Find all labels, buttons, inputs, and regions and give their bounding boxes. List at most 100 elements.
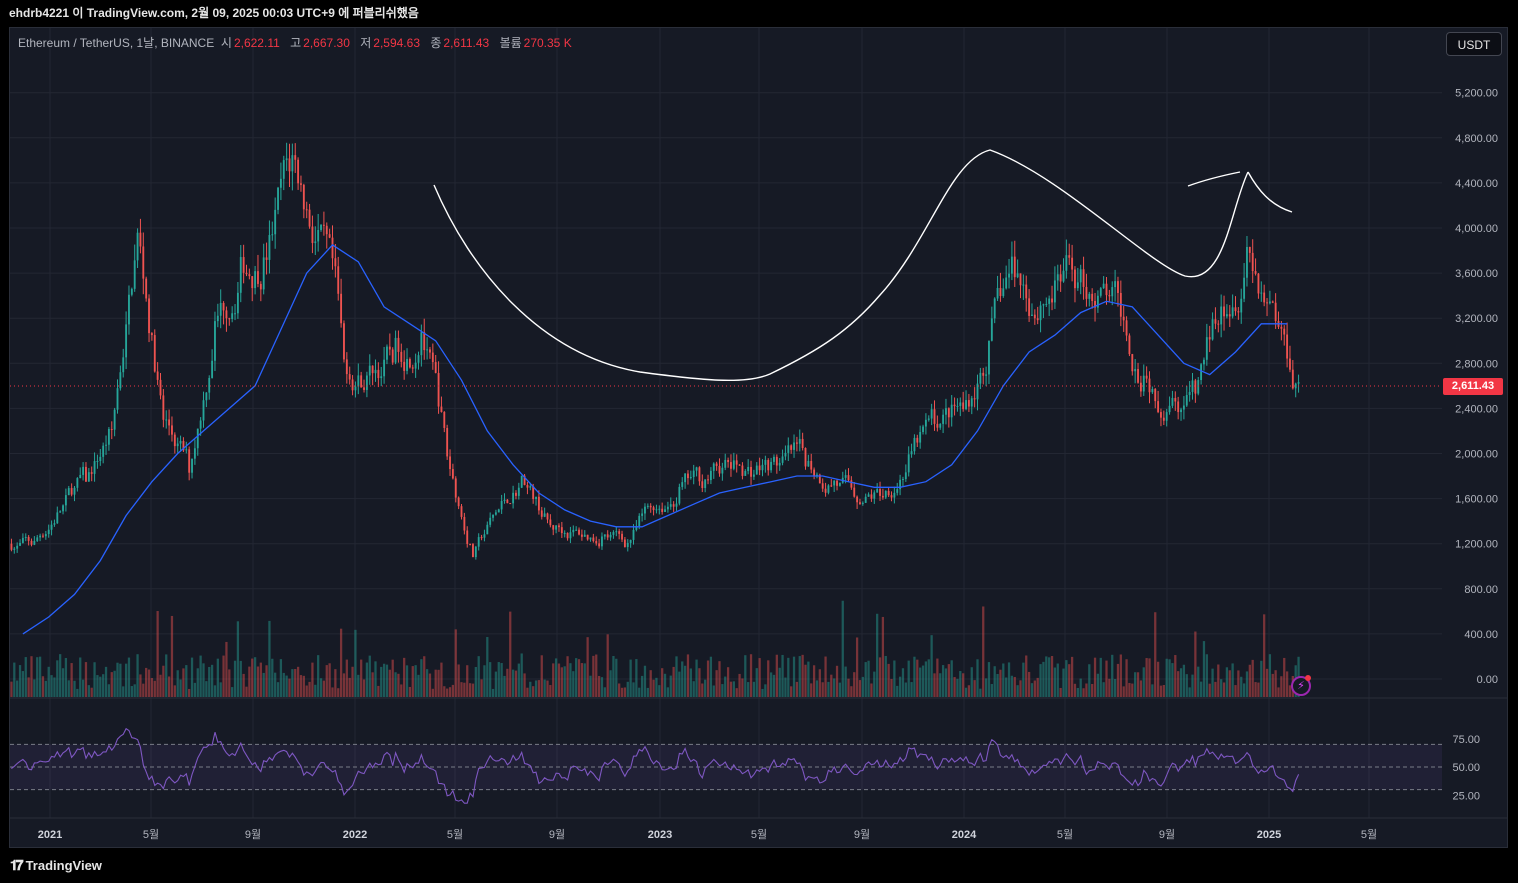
- volume-bar: [572, 671, 575, 697]
- candle-body: [242, 257, 245, 273]
- candle-body: [1122, 316, 1125, 321]
- volume-bar: [661, 668, 664, 697]
- volume-bar: [534, 680, 538, 697]
- volume-bar: [781, 654, 784, 697]
- volume-bar: [354, 629, 357, 697]
- candle-body: [727, 459, 730, 463]
- candle-body: [1096, 295, 1099, 308]
- volume-bar: [18, 665, 22, 697]
- currency-button[interactable]: USDT: [1446, 32, 1502, 56]
- candle-body: [494, 512, 497, 515]
- lightning-icon[interactable]: ⚡: [1291, 676, 1311, 696]
- volume-bar: [618, 683, 621, 697]
- volume-bar: [833, 678, 836, 697]
- candle-body: [371, 365, 374, 374]
- volume-bar: [119, 663, 122, 697]
- candle-body: [715, 463, 718, 466]
- candle-body: [33, 540, 36, 545]
- candle-body: [635, 526, 638, 530]
- volume-bar: [1182, 664, 1186, 697]
- candle-body: [818, 474, 821, 484]
- candle-body: [687, 473, 689, 479]
- volume-bar: [1211, 668, 1214, 697]
- candle-body: [589, 537, 592, 540]
- candle-body: [609, 534, 612, 538]
- candle-body: [107, 429, 110, 445]
- candle-body: [320, 224, 322, 230]
- rsi-axis: 75.00 50.00 25.00: [1452, 734, 1480, 803]
- candle-body: [383, 359, 386, 377]
- volume-bar: [1151, 684, 1154, 697]
- candle-body: [440, 406, 443, 413]
- rsi-line: [11, 727, 1300, 804]
- candle-body: [1283, 328, 1286, 335]
- grid-lines: [9, 28, 1508, 819]
- candle-body: [159, 379, 162, 396]
- volume-bar: [170, 615, 174, 697]
- volume-bar: [967, 685, 971, 697]
- volume-bar: [1030, 683, 1034, 697]
- candle-body: [1254, 271, 1257, 274]
- candle-body: [801, 438, 804, 449]
- brand-logo[interactable]: 𝟏𝟕 TradingView: [10, 857, 102, 874]
- volume-bar: [1237, 670, 1240, 697]
- volume-bar: [853, 672, 856, 697]
- candle-body: [583, 534, 586, 537]
- volume-bar: [526, 687, 529, 697]
- volume-bar: [1096, 673, 1100, 697]
- candle-body: [1079, 269, 1082, 283]
- volume-bar: [374, 661, 377, 697]
- volume-bar: [741, 678, 744, 697]
- volume-bar: [921, 665, 925, 697]
- candle-body: [363, 387, 365, 390]
- volume-bar: [451, 684, 455, 697]
- candle-body: [936, 423, 939, 428]
- candle-body: [718, 465, 721, 474]
- volume-bar: [532, 686, 535, 697]
- volume-bar: [41, 676, 45, 697]
- volume-bar: [835, 665, 839, 697]
- volume-bar: [1288, 685, 1292, 697]
- price-axis-label: 800.00: [1464, 584, 1498, 596]
- volume-bar: [701, 683, 704, 697]
- candle-body: [689, 477, 692, 479]
- candle-body: [546, 513, 549, 520]
- candle-body: [721, 467, 724, 474]
- volume-bar: [933, 673, 936, 697]
- drawing-curves: [433, 149, 1293, 382]
- candle-body: [257, 271, 259, 284]
- volume-bar: [480, 679, 483, 697]
- price-axis-label: 3,600.00: [1455, 268, 1498, 280]
- volume-bar: [752, 681, 756, 697]
- candle-body: [761, 464, 764, 471]
- candle-body: [1074, 269, 1076, 289]
- candle-body: [1137, 368, 1139, 383]
- volume-bar: [735, 688, 738, 697]
- volume-bar: [632, 682, 635, 697]
- volume-bar: [982, 606, 985, 697]
- volume-bar: [841, 600, 844, 697]
- candle-body: [119, 372, 122, 389]
- time-axis-label: 2022: [343, 829, 367, 841]
- volume-bar: [274, 672, 277, 697]
- candle-body: [1240, 298, 1243, 313]
- candle-body: [225, 310, 228, 319]
- volume-bar: [586, 637, 589, 697]
- candle-body: [893, 492, 896, 498]
- candle-body: [62, 505, 64, 512]
- drawing-peak-curve: [1187, 171, 1293, 213]
- candle-body: [59, 511, 62, 513]
- volume-bar: [744, 655, 747, 697]
- candle-body: [773, 456, 775, 462]
- candle-body: [93, 461, 96, 474]
- candle-body: [1211, 319, 1214, 340]
- candle-body: [790, 445, 793, 450]
- candle-body: [1171, 397, 1174, 406]
- candle-body: [19, 542, 21, 546]
- volume-bar: [90, 687, 93, 697]
- volume-bar: [595, 654, 598, 697]
- volume-bar: [1271, 673, 1274, 697]
- volume-bar: [970, 667, 973, 697]
- volume-bar: [1016, 685, 1019, 697]
